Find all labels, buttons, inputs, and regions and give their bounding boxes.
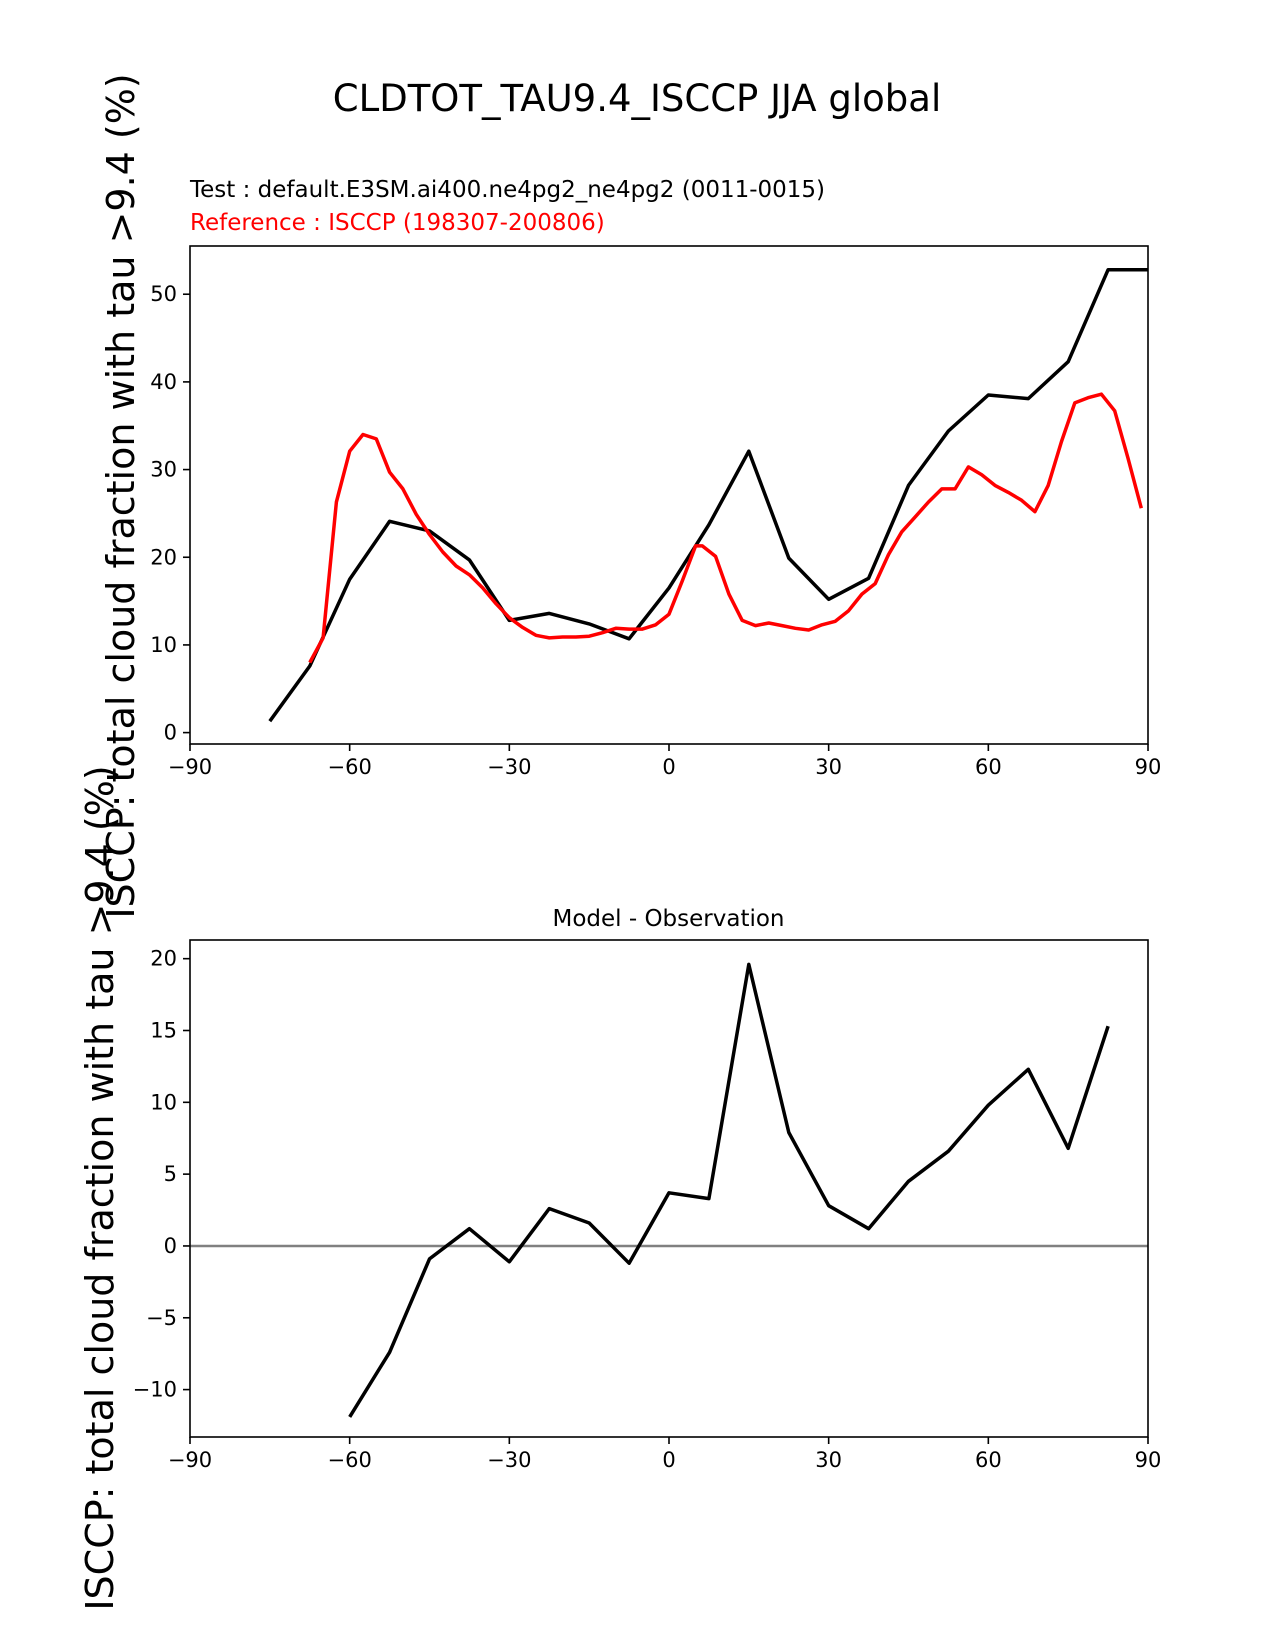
top-xtick-label: 90 bbox=[1135, 755, 1162, 779]
top-xtick-label: −60 bbox=[328, 755, 372, 779]
diff-series-model-observation bbox=[348, 962, 1110, 1418]
top-panel-lines: −90 −60 −30 0 30 60 90 0 10 20 30 40 50 bbox=[150, 245, 1162, 779]
top-axes-frame bbox=[189, 245, 1149, 745]
figure-title: CLDTOT_TAU9.4_ISCCP JJA global bbox=[333, 77, 941, 120]
diff-xtick-label: 90 bbox=[1135, 1448, 1162, 1472]
reference-label: Reference : ISCCP (198307-200806) bbox=[190, 210, 605, 236]
diff-xtick-label: 30 bbox=[815, 1448, 842, 1472]
test-label: Test : default.E3SM.ai400.ne4pg2_ne4pg2 … bbox=[189, 177, 825, 203]
diff-xtick-label: −60 bbox=[328, 1448, 372, 1472]
top-panel-ylabel: ISCCP: total cloud fraction with tau >9.… bbox=[99, 73, 143, 918]
diff-ytick-label: 15 bbox=[150, 1018, 177, 1042]
top-series-reference bbox=[308, 392, 1143, 664]
diff-ytick-label: −5 bbox=[146, 1306, 177, 1330]
top-ytick-label: 10 bbox=[150, 633, 177, 657]
difference-panel-title: Model - Observation bbox=[552, 906, 784, 932]
diff-axes-frame bbox=[189, 939, 1149, 1438]
diff-ytick-label: 10 bbox=[150, 1090, 177, 1114]
top-ytick-label: 40 bbox=[150, 370, 177, 394]
diff-xtick-label: 60 bbox=[975, 1448, 1002, 1472]
top-ytick-label: 20 bbox=[150, 545, 177, 569]
top-ytick-label: 50 bbox=[150, 282, 177, 306]
diff-ytick-label: 0 bbox=[164, 1234, 177, 1258]
diff-xtick-label: 0 bbox=[662, 1448, 675, 1472]
top-xtick-label: 60 bbox=[975, 755, 1002, 779]
top-series-test bbox=[268, 267, 1148, 723]
diff-ytick-label: 5 bbox=[164, 1162, 177, 1186]
diff-xtick-label: −30 bbox=[487, 1448, 531, 1472]
top-xtick-label: −90 bbox=[168, 755, 212, 779]
top-xtick-label: 0 bbox=[662, 755, 675, 779]
diff-ytick-label: 20 bbox=[150, 947, 177, 971]
top-xtick-label: 30 bbox=[815, 755, 842, 779]
diff-xtick-label: −90 bbox=[168, 1448, 212, 1472]
difference-panel: Model - Observation −90 −60 −30 0 30 60 90 −10 −… bbox=[133, 906, 1162, 1472]
top-ytick-label: 0 bbox=[164, 721, 177, 745]
top-ytick-label: 30 bbox=[150, 458, 177, 482]
top-xtick-label: −30 bbox=[487, 755, 531, 779]
difference-panel-ylabel: ISCCP: total cloud fraction with tau >9.… bbox=[78, 765, 122, 1610]
diff-ytick-label: −10 bbox=[133, 1378, 177, 1402]
